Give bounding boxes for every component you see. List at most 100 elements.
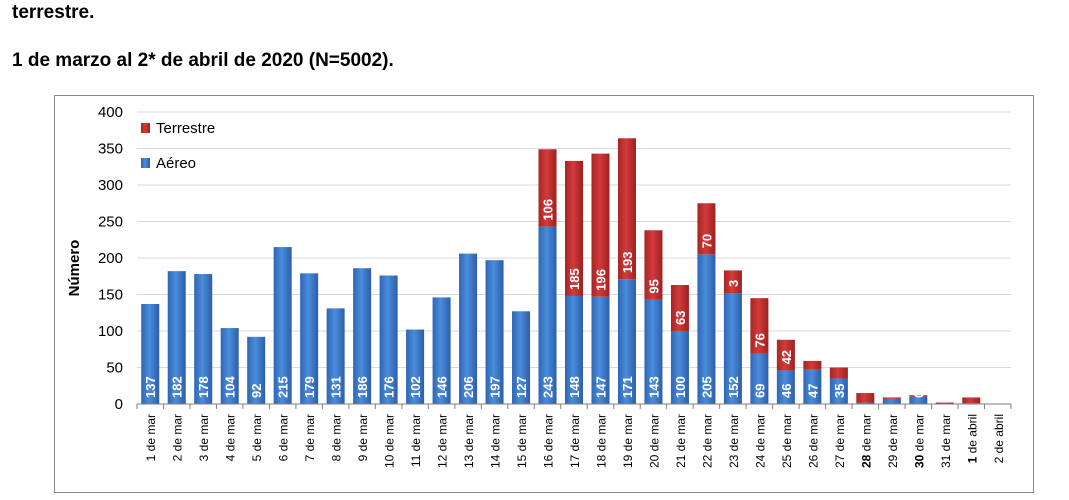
- y-tick-label: 100: [98, 323, 123, 340]
- y-tick-label: 400: [98, 104, 123, 121]
- x-tick-label: 15 de mar: [515, 414, 529, 468]
- bar-aereo: [644, 299, 663, 404]
- bar-aereo: [882, 398, 901, 404]
- y-tick-label: 300: [98, 177, 123, 194]
- x-tick-label: 5 de mar: [250, 414, 264, 461]
- data-label-aereo: 131: [329, 376, 344, 398]
- bar-terrestre: [723, 270, 742, 294]
- data-label-terrestre: 3: [726, 280, 741, 287]
- x-tick-label: 28 de mar: [859, 414, 873, 468]
- bar-aereo: [564, 295, 584, 404]
- bar-aereo: [379, 275, 398, 404]
- data-label-aereo: 182: [170, 376, 185, 398]
- y-axis-label: Número: [66, 240, 83, 297]
- data-label-terrestre: 185: [567, 268, 582, 290]
- x-tick-label: 11 de mar: [409, 414, 423, 467]
- bar-terrestre: [882, 397, 901, 399]
- bar-aereo: [326, 308, 345, 404]
- data-label-aereo: 179: [302, 376, 317, 398]
- x-tick-label: 30 de mar: [912, 414, 926, 468]
- heading-line-1: terrestre.: [12, 2, 95, 23]
- y-tick-label: 350: [98, 141, 123, 158]
- bar-terrestre: [644, 230, 663, 300]
- data-label-aereo: 178: [196, 376, 211, 398]
- bar-aereo: [512, 311, 531, 404]
- x-tick-label: 2 de mar: [171, 414, 185, 461]
- bar-aereo: [856, 402, 875, 404]
- bar-terrestre: [564, 160, 584, 296]
- bar-aereo: [141, 303, 160, 404]
- bar-terrestre: [617, 138, 636, 280]
- data-label-aereo: 69: [752, 384, 767, 398]
- x-tick-label: 1 de abril: [965, 414, 979, 463]
- bar-aereo: [723, 293, 742, 404]
- bar-aereo: [829, 378, 848, 404]
- x-tick-label: 6 de mar: [277, 414, 291, 461]
- x-tick-label: 29 de mar: [886, 414, 900, 468]
- bar-aereo: [670, 331, 689, 404]
- data-label-aereo: 127: [514, 376, 529, 398]
- data-label-terrestre: 42: [779, 350, 794, 364]
- y-axis-ticks: 0 50 100 150 200 250 300 350 400: [98, 104, 123, 413]
- x-tick-label: 8 de mar: [330, 414, 344, 461]
- bar-aereo: [247, 336, 266, 404]
- x-tick-label: 12 de mar: [436, 414, 450, 468]
- x-tick-label: 20 de mar: [647, 414, 661, 468]
- data-label-aereo: 215: [276, 376, 291, 398]
- bar-terrestre: [962, 397, 981, 404]
- bar-aereo: [617, 279, 636, 404]
- bar-terrestre: [856, 393, 875, 403]
- y-tick-label: 0: [115, 396, 123, 413]
- x-tick-label: 7 de mar: [303, 414, 317, 461]
- data-label-aereo: 148: [567, 376, 582, 398]
- data-label-aereo: 206: [461, 376, 476, 398]
- bar-terrestre: [909, 395, 928, 397]
- legend-label: Aéreo: [156, 155, 196, 172]
- bar-aereo: [406, 329, 425, 404]
- chart-title: 1 de marzo al 2* de abril de 2020 (N=500…: [12, 50, 394, 71]
- data-label-aereo: 171: [620, 376, 635, 398]
- x-tick-label: 16 de mar: [542, 414, 556, 468]
- data-label-terrestre: 95: [646, 279, 661, 293]
- bar-terrestre: [670, 285, 689, 331]
- bar-aereo: [909, 396, 928, 404]
- bar-aereo: [220, 328, 239, 404]
- data-label-aereo: 152: [726, 376, 741, 398]
- bar-aereo: [697, 254, 716, 404]
- x-axis-ticks: 1 de mar 2 de mar 3 de mar 4 de mar 5 de mar…: [136, 404, 1012, 468]
- data-label-aereo: 35: [832, 384, 847, 398]
- bar-terrestre: [538, 149, 557, 227]
- legend-label: Terrestre: [156, 120, 215, 137]
- x-tick-label: 21 de mar: [674, 414, 688, 468]
- x-tick-label: 25 de mar: [780, 414, 794, 468]
- x-tick-label: 4 de mar: [224, 414, 238, 461]
- bar-terrestre: [776, 339, 795, 371]
- bar-aereo: [591, 296, 610, 404]
- data-label-aereo: 92: [249, 384, 264, 398]
- x-tick-label: 24 de mar: [753, 414, 767, 468]
- data-label-aereo: 46: [779, 384, 794, 398]
- data-label-aereo: 176: [382, 376, 397, 398]
- x-tick-label: 3 de mar: [197, 414, 211, 461]
- data-label-terrestre: 196: [593, 269, 608, 291]
- x-tick-label: 19 de mar: [621, 414, 635, 468]
- bar-aereo: [167, 271, 186, 404]
- x-tick-label: 17 de mar: [568, 414, 582, 468]
- y-tick-label: 50: [106, 360, 123, 377]
- bar-terrestre: [591, 153, 610, 297]
- legend: Terrestre Aéreo: [141, 120, 215, 172]
- data-label-aereo: 137: [143, 376, 158, 398]
- bar-terrestre: [829, 367, 848, 379]
- x-tick-label: 26 de mar: [806, 414, 820, 468]
- y-tick-label: 250: [98, 214, 123, 231]
- data-label-terrestre: 70: [699, 234, 714, 248]
- bar-aereo: [459, 253, 478, 404]
- bar-terrestre: [697, 203, 716, 255]
- bar-aereo: [432, 297, 451, 404]
- x-tick-label: 27 de mar: [833, 414, 847, 468]
- bar-terrestre: [803, 360, 822, 370]
- data-label-aereo: 205: [699, 376, 714, 398]
- data-label-aereo: 100: [673, 376, 688, 398]
- data-label-terrestre: 63: [673, 311, 688, 325]
- bar-terrestre: [935, 402, 954, 404]
